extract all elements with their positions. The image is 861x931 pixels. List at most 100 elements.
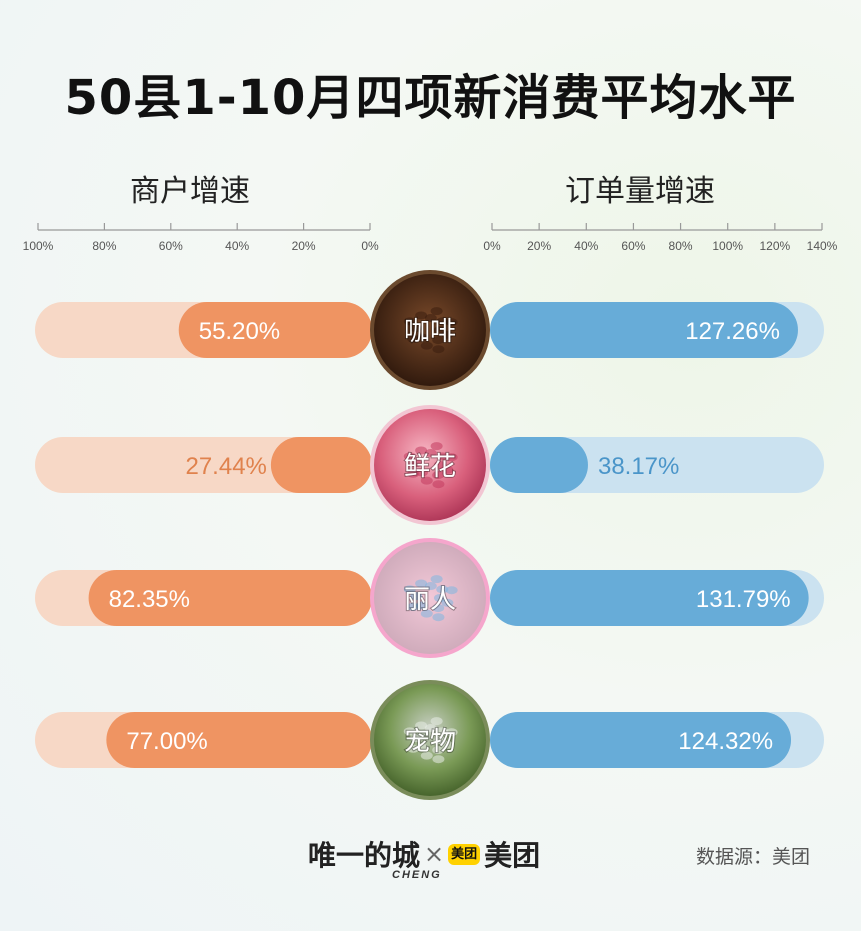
meituan-logo-icon: 美团 [448,843,481,865]
left-axis-tick-label: 80% [92,239,116,253]
left-bar [270,437,372,493]
left-value-label: 82.35% [109,586,190,613]
left-value-label: 77.00% [126,728,207,755]
icon-texture [436,452,449,461]
right-panel-title: 订单量增速 [565,174,715,209]
icon-texture [441,330,454,339]
icon-fill [374,274,486,386]
icon-texture [445,586,458,595]
left-bar [88,570,373,626]
right-bar [490,570,809,626]
right-value-label: 131.79% [696,586,791,613]
icon-texture [424,449,437,458]
right-bar [490,437,588,493]
left-axis-tick-label: 100% [23,239,54,253]
right-axis-tick-label: 120% [760,239,791,253]
icon-texture [415,579,428,588]
chart-title: 50县1-10月四项新消费平均水平 [64,70,797,126]
icon-texture [407,602,420,611]
icon-texture [415,311,428,320]
icon-texture [434,594,446,602]
brand-sub-text: CHENG [392,869,442,881]
left-bar [106,712,373,768]
icon-texture [436,727,449,736]
left-axis-tick-label: 60% [159,239,183,253]
footer-brand: 唯一的城 × 美团 美团 [308,834,540,874]
left-axis-tick-label: 0% [361,239,379,253]
icon-texture [420,476,433,485]
icon-texture [420,341,433,350]
icon-fill [374,542,486,654]
icon-fill [374,684,486,796]
icon-texture [415,721,428,730]
icon-texture [430,575,443,584]
category-label: 丽人 [404,585,456,615]
icon-texture [410,734,423,743]
icon-texture [432,336,445,345]
brand-separator: × [424,840,445,868]
left-value-label: 55.20% [199,318,280,345]
icon-texture [445,318,458,327]
nail-art-icon: 丽人 [370,538,490,658]
icon-texture [403,317,416,326]
right-axis-tick-label: 0% [483,239,501,253]
icon-texture [407,334,420,343]
icon-texture [432,345,445,354]
icon-texture [432,480,445,489]
category-label: 咖啡 [404,317,456,347]
icon-texture [432,613,445,622]
flowers-icon: 鲜花 [370,405,490,525]
icon-texture [410,459,423,468]
right-axis-tick-label: 80% [669,239,693,253]
icon-texture [403,727,416,736]
category-label: 鲜花 [404,452,456,482]
icon-texture [432,755,445,764]
icon-texture [415,446,428,455]
icon-texture [403,452,416,461]
left-value-label: 27.44% [185,453,266,480]
right-value-label: 127.26% [685,318,780,345]
icon-texture [436,585,449,594]
left-bar [178,302,372,358]
icon-texture [432,746,445,755]
icon-texture [445,453,458,462]
right-value-label: 38.17% [598,453,679,480]
source-note: 数据源：美团 [696,846,811,868]
icon-texture [403,585,416,594]
brand-left-text: 唯一的城 [308,839,421,872]
right-axis-tick-label: 20% [527,239,551,253]
right-axis-tick-label: 100% [712,239,743,253]
icon-texture [420,751,433,760]
icon-texture [424,724,437,733]
right-axis-tick-label: 60% [621,239,645,253]
icon-texture [410,324,423,333]
icon-texture [424,314,437,323]
right-axis-tick-label: 140% [807,239,838,253]
brand-right-text: 美团 [484,839,541,872]
icon-texture [441,465,454,474]
icon-texture [420,609,433,618]
coffee-beans-icon: 咖啡 [370,270,490,390]
right-value-label: 124.32% [678,728,773,755]
icon-fill [374,409,486,521]
icon-texture [434,461,446,469]
right-axis-tick-label: 40% [574,239,598,253]
icon-texture [430,717,443,726]
icon-texture [445,728,458,737]
icon-texture [434,736,446,744]
icon-texture [441,598,454,607]
icon-texture [407,744,420,753]
icon-texture [432,471,445,480]
right-bar [490,712,792,768]
category-label: 宠物 [404,727,456,757]
icon-texture [430,307,443,316]
icon-texture [436,317,449,326]
icon-texture [434,326,446,334]
dog-icon: 宠物 [370,680,490,800]
left-panel-title: 商户增速 [130,174,250,209]
icon-texture [424,582,437,591]
icon-texture [430,442,443,451]
icon-texture [432,604,445,613]
icon-texture [441,740,454,749]
